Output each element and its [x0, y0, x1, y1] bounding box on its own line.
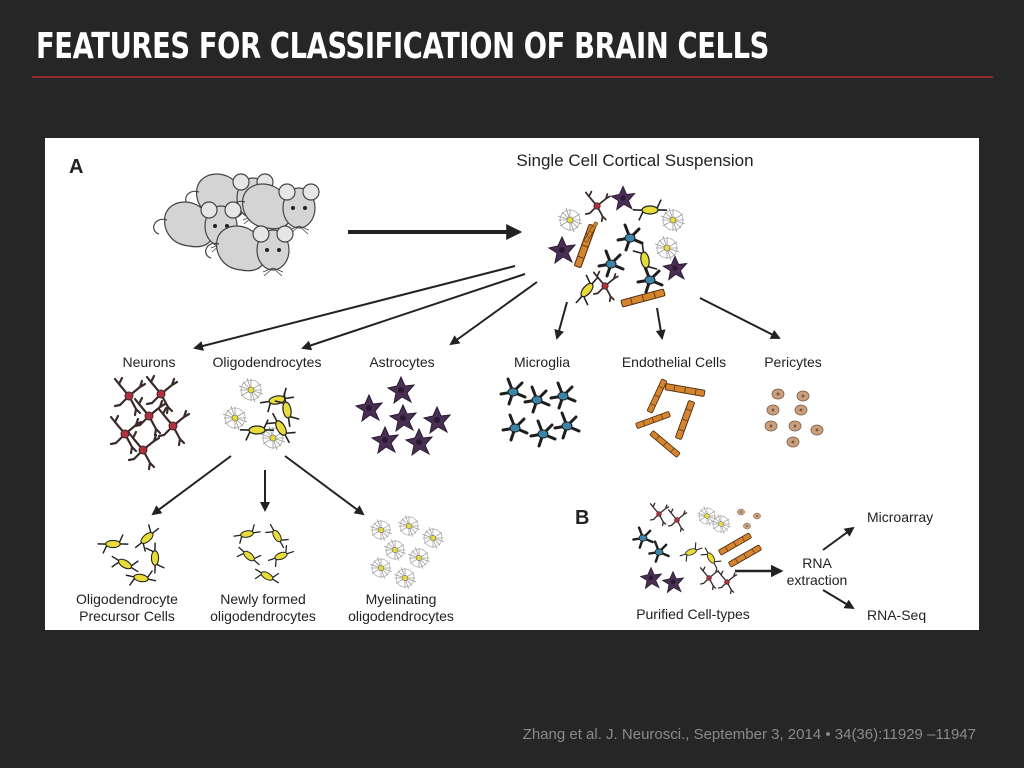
myelinating-group: [369, 514, 445, 590]
branch-arrows: [193, 265, 781, 351]
opc-label-line2: Precursor Cells: [79, 608, 175, 624]
cell-suspension-cluster: [548, 185, 688, 309]
cell-type-label: Neurons: [123, 354, 176, 370]
rnaseq-label: RNA-Seq: [867, 607, 926, 623]
neurons-group: [109, 374, 191, 471]
newly-formed-label-line1: Newly formed: [220, 591, 306, 607]
cell-type-label: Endothelial Cells: [622, 354, 726, 370]
cell-type-label: Pericytes: [764, 354, 822, 370]
rnaseq-arrow: [822, 589, 855, 610]
microglia-group: [499, 377, 581, 448]
cell-type-label: Astrocytes: [369, 354, 434, 370]
cell-type-label: Oligodendrocytes: [213, 354, 322, 370]
myelinating-label-line1: Myelinating: [366, 591, 437, 607]
microarray-label: Microarray: [867, 509, 933, 525]
astrocytes-group: [355, 376, 451, 456]
panel-b-label: B: [575, 507, 589, 529]
citation: Zhang et al. J. Neurosci., September 3, …: [522, 726, 976, 743]
rna-label-line1: RNA: [802, 555, 832, 571]
oligo-stage-arrows: [151, 455, 365, 516]
mice-illustration: [153, 173, 320, 277]
opc-label-line1: Oligodendrocyte: [76, 591, 178, 607]
purified-label: Purified Cell-types: [636, 606, 750, 622]
purified-cells-cluster: [632, 502, 763, 595]
figure-panel: A B Single Cell Cortical Suspension: [45, 138, 979, 630]
cell-type-label: Microglia: [514, 354, 570, 370]
microarray-arrow: [822, 526, 855, 551]
rna-label-line2: extraction: [787, 572, 848, 588]
opc-group: [96, 521, 167, 587]
title-divider: [32, 76, 993, 78]
slide-title: FEATURES FOR CLASSIFICATION OF BRAIN CEL…: [36, 26, 769, 67]
panel-a-label: A: [69, 156, 83, 178]
newly-formed-label-line2: oligodendrocytes: [210, 608, 316, 624]
suspension-title: Single Cell Cortical Suspension: [516, 151, 753, 170]
myelinating-label-line2: oligodendrocytes: [348, 608, 454, 624]
pericytes-group: [764, 388, 824, 448]
endothelial-group: [635, 378, 706, 458]
newly-formed-group: [232, 522, 295, 584]
figure-diagram: A B Single Cell Cortical Suspension: [69, 151, 933, 624]
oligodendrocytes-group: [222, 377, 302, 451]
